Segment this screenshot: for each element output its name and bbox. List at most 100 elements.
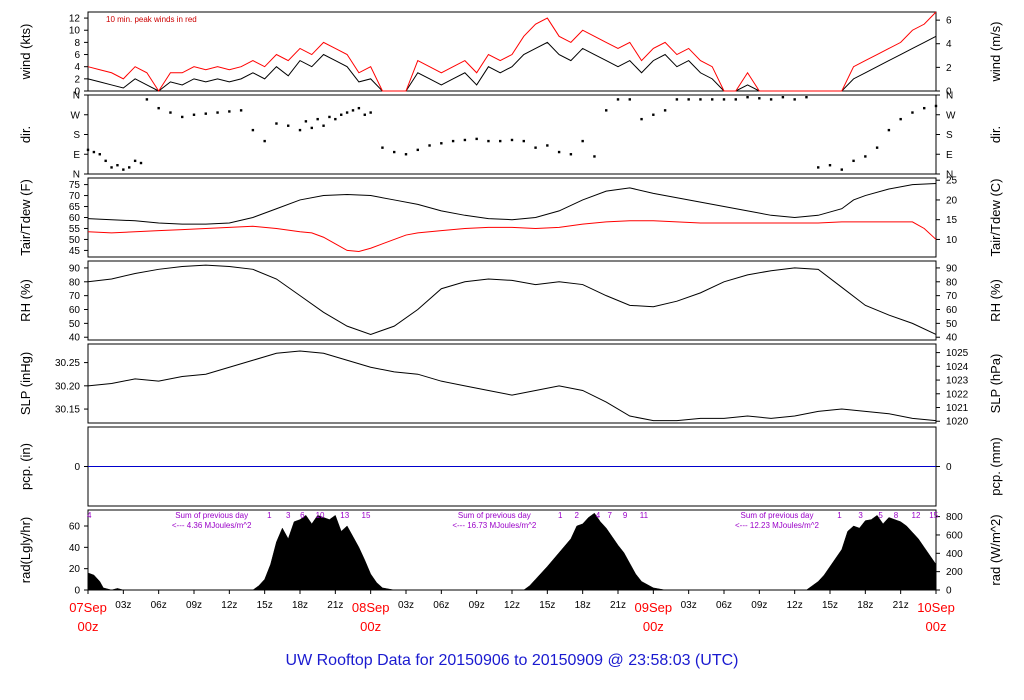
- hour-mark: 2: [575, 511, 580, 520]
- data-point: [522, 139, 525, 143]
- data-point: [345, 111, 349, 114]
- chart-note: 10 min. peak winds in red: [106, 15, 197, 24]
- hour-mark: 4: [596, 511, 601, 520]
- annotation: Sum of previous day: [741, 511, 814, 520]
- data-point: [499, 139, 502, 143]
- data-point: [817, 166, 820, 169]
- y-axis-label-left: pcp. (in): [18, 443, 33, 490]
- x-tick-label-hour: 00z: [78, 619, 99, 634]
- series-line: [87, 220, 937, 253]
- x-tick-label: 18z: [575, 600, 591, 611]
- data-point: [275, 122, 278, 125]
- data-point: [133, 159, 137, 163]
- y-tick-label-left: 0: [74, 87, 80, 98]
- data-point: [287, 124, 290, 127]
- data-point: [746, 95, 749, 99]
- data-point: [239, 109, 243, 112]
- x-tick-label: 06z: [716, 600, 732, 611]
- y-tick-label-left: 70: [69, 291, 81, 302]
- panel-slp: 30.15 30.20 30.25 1021 1022 1023 1024 1025 1020 S…: [18, 343, 1003, 428]
- y-tick-label-left: 90: [69, 263, 81, 274]
- data-point: [157, 106, 160, 110]
- y-tick-label-right: 70: [946, 291, 958, 302]
- hour-mark: 3: [286, 511, 291, 520]
- panel-frame: [87, 177, 937, 258]
- panel-frame: [87, 260, 937, 341]
- y-tick-label-left: 6: [74, 50, 80, 61]
- data-point: [192, 113, 196, 116]
- data-point: [793, 98, 796, 101]
- y-tick-label-right: 1022: [946, 389, 969, 400]
- y-tick-label-left: 70: [69, 191, 81, 202]
- data-point: [298, 128, 302, 132]
- data-point: [463, 138, 467, 142]
- x-tick-label: 21z: [610, 600, 626, 611]
- data-point: [128, 166, 131, 169]
- x-tick-label: 09z: [469, 600, 485, 611]
- data-point: [363, 113, 366, 116]
- x-tick-label-hour: 00z: [360, 619, 381, 634]
- x-tick-label: 21z: [327, 600, 343, 611]
- data-point: [628, 98, 631, 101]
- hour-mark: 15: [929, 511, 938, 520]
- data-point: [510, 138, 514, 142]
- data-point: [616, 98, 620, 101]
- data-point: [451, 139, 455, 143]
- y-tick-label-right: 60: [946, 305, 958, 316]
- data-point: [310, 126, 313, 130]
- y-tick-label-right: N: [946, 91, 953, 102]
- y-tick-label-right: 0: [946, 87, 952, 98]
- data-point: [663, 109, 667, 112]
- y-axis-label-left: Tair/Tdew (F): [18, 179, 33, 256]
- y-tick-label-left: 40: [69, 543, 81, 554]
- hour-mark: 1: [558, 511, 563, 520]
- chart-title: UW Rooftop Data for 20150906 to 20150909…: [286, 652, 739, 669]
- y-tick-label-right: 90: [946, 263, 958, 274]
- series-line: [87, 264, 937, 335]
- data-point: [734, 98, 737, 101]
- y-tick-label-right: 400: [946, 549, 963, 560]
- hour-mark: 8: [894, 511, 899, 520]
- data-point: [316, 117, 319, 121]
- data-point: [122, 168, 125, 171]
- data-point: [781, 95, 785, 99]
- data-point: [711, 98, 714, 101]
- y-tick-label-right: 15: [946, 215, 958, 226]
- data-point: [652, 113, 655, 116]
- annotation: Sum of previous day: [175, 511, 248, 520]
- y-tick-label-right: 40: [946, 333, 958, 344]
- y-tick-label-left: 30.20: [55, 381, 80, 392]
- y-tick-label-left: 60: [69, 213, 81, 224]
- hour-mark: 1: [267, 511, 272, 520]
- data-point: [923, 106, 926, 110]
- series-line: [87, 182, 937, 225]
- series-line: [87, 11, 937, 92]
- y-tick-label-right: 1024: [946, 362, 969, 373]
- y-tick-label-left: 30.25: [55, 358, 80, 369]
- panel-frame: [87, 11, 937, 92]
- y-tick-label-right: 1020: [946, 417, 969, 428]
- y-tick-label-left: 0: [74, 462, 80, 473]
- data-point: [605, 109, 608, 112]
- y-tick-label-left: W: [71, 110, 81, 121]
- y-axis-label-right: pcp. (mm): [988, 437, 1003, 496]
- data-point: [98, 153, 101, 156]
- annotation: <--- 12.23 MJoules/m^2: [735, 521, 820, 530]
- panel-rh: 40 50 60 70 80 90 40 50 60 70 80 90 RH (%) RH (%): [18, 260, 1003, 344]
- panel-frame: [87, 94, 937, 175]
- data-point: [104, 159, 107, 163]
- y-tick-label-left: 80: [69, 277, 81, 288]
- data-point: [487, 139, 490, 143]
- hour-mark: 5: [878, 511, 883, 520]
- y-axis-label-left: SLP (inHg): [18, 352, 33, 415]
- x-tick-label: 06z: [151, 600, 167, 611]
- annotation: <--- 16.73 MJoules/m^2: [452, 521, 537, 530]
- data-point: [675, 98, 679, 101]
- x-tick-label: 12z: [221, 600, 237, 611]
- hour-mark: 9: [623, 511, 628, 520]
- x-tick-label-day: 07Sep: [69, 600, 107, 615]
